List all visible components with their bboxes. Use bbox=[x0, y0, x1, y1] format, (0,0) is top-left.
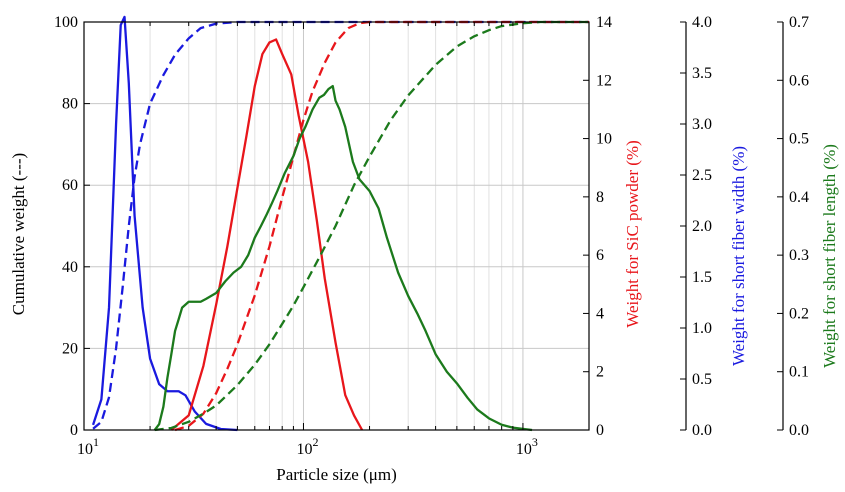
series-line-right1-solid bbox=[170, 38, 364, 431]
x-tick-base: 10 bbox=[516, 441, 532, 458]
right1-tick-label: 10 bbox=[596, 131, 612, 148]
right3-tick-label: 0.7 bbox=[789, 14, 809, 31]
right2-tick-label: 1.5 bbox=[692, 269, 712, 286]
x-tick-label: 101 bbox=[77, 435, 99, 458]
right2-tick-label: 4.0 bbox=[692, 14, 712, 31]
right2-tick-label: 0.0 bbox=[692, 422, 712, 439]
x-tick-exponent: 1 bbox=[93, 435, 99, 449]
x-tick-base: 10 bbox=[77, 441, 93, 458]
right1-axis: 0 2 4 6 8 10 12 14 bbox=[583, 14, 612, 439]
series-line-left-dashed bbox=[174, 20, 589, 432]
left-tick-label: 20 bbox=[62, 340, 78, 357]
plot-frame bbox=[83, 21, 590, 431]
left-tick-label: 80 bbox=[62, 96, 78, 113]
left-axis: 0 20 40 60 80 100 bbox=[54, 14, 90, 439]
right2-axis-title: Weight for short fiber width (%) bbox=[729, 146, 748, 366]
right2-tick-label: 0.5 bbox=[692, 371, 712, 388]
right3-tick-label: 0.2 bbox=[789, 305, 809, 322]
right1-tick-label: 6 bbox=[596, 247, 604, 264]
right2-tick-label: 3.0 bbox=[692, 116, 712, 133]
right3-tick-label: 0.0 bbox=[789, 422, 809, 439]
right3-tick-label: 0.6 bbox=[789, 72, 809, 89]
series-line-left-dashed bbox=[92, 20, 589, 430]
x-axis-title: Particle size (μm) bbox=[276, 465, 397, 484]
axes-group: 101 102 103020406080100024681012140.00.51.… bbox=[54, 14, 809, 458]
right3-tick-label: 0.5 bbox=[789, 131, 809, 148]
left-tick-label: 60 bbox=[62, 177, 78, 194]
x-ticks: 101 102 103 bbox=[77, 22, 590, 458]
right2-tick-label: 2.0 bbox=[692, 218, 712, 235]
right1-tick-label: 2 bbox=[596, 364, 604, 381]
right2-axis: 0.0 0.5 1.0 1.5 2.0 2.5 3.0 3.5 4.0 bbox=[680, 14, 712, 439]
x-tick-label: 102 bbox=[296, 435, 318, 458]
right3-tick-label: 0.3 bbox=[789, 247, 809, 264]
x-tick-exponent: 3 bbox=[532, 435, 538, 449]
right1-tick-label: 14 bbox=[596, 14, 612, 31]
right1-axis-title: Weight for SiC powder (%) bbox=[623, 140, 642, 327]
right2-tick-label: 1.0 bbox=[692, 320, 712, 337]
left-tick-label: 100 bbox=[54, 14, 78, 31]
right1-tick-label: 12 bbox=[596, 72, 612, 89]
right3-axis-title: Weight for short fiber length (%) bbox=[820, 144, 839, 368]
x-tick-base: 10 bbox=[296, 441, 312, 458]
x-tick-label: 103 bbox=[516, 435, 538, 458]
left-tick-label: 40 bbox=[62, 259, 78, 276]
right2-tick-label: 3.5 bbox=[692, 65, 712, 82]
right3-axis: 0.0 0.1 0.2 0.3 0.4 0.5 0.6 0.7 bbox=[777, 14, 809, 439]
right2-tick-label: 2.5 bbox=[692, 167, 712, 184]
series-line-right3-solid bbox=[153, 84, 533, 432]
right1-tick-label: 0 bbox=[596, 422, 604, 439]
right1-tick-label: 4 bbox=[596, 305, 604, 322]
series-line-left-dashed bbox=[154, 20, 589, 432]
right3-tick-label: 0.1 bbox=[789, 364, 809, 381]
left-tick-label: 0 bbox=[70, 422, 78, 439]
right3-tick-label: 0.4 bbox=[789, 189, 809, 206]
series-line-right2-solid bbox=[91, 15, 238, 432]
right1-tick-label: 8 bbox=[596, 189, 604, 206]
x-tick-exponent: 2 bbox=[312, 435, 318, 449]
series-group bbox=[91, 15, 589, 432]
left-axis-title: Cumulative weight (---) bbox=[9, 153, 28, 315]
